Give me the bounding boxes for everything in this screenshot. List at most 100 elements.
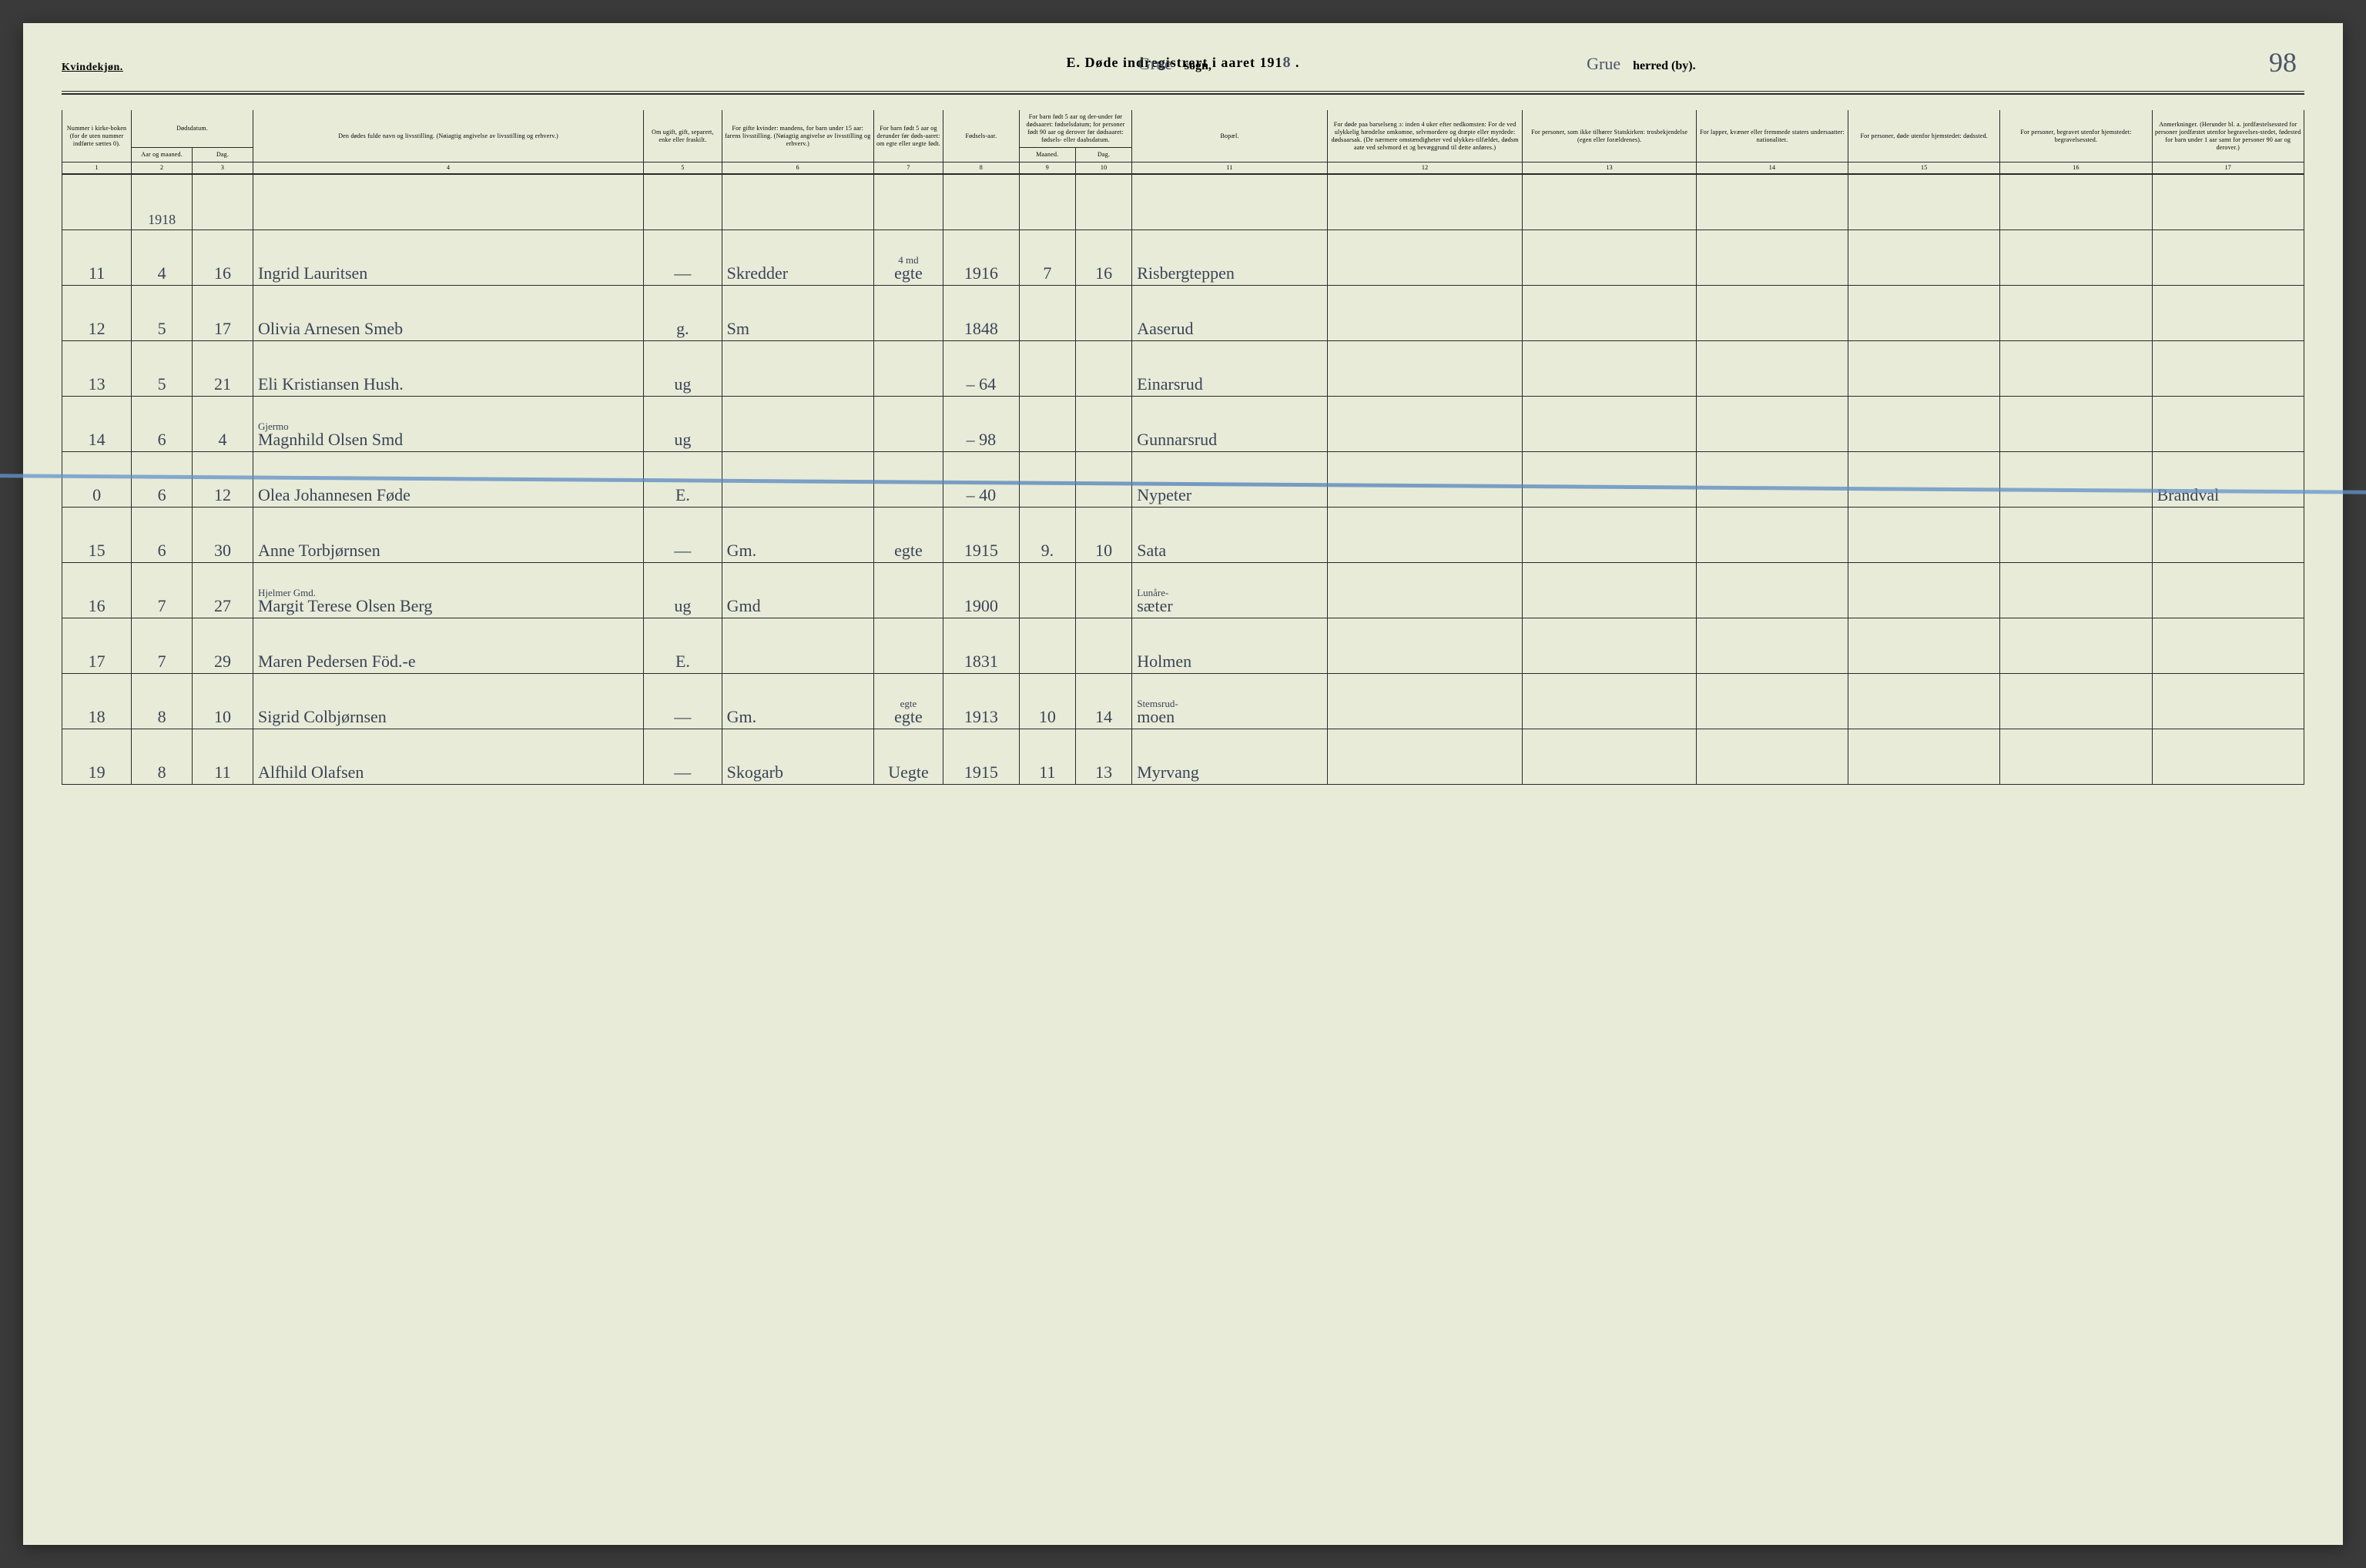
cell: 9.	[1019, 507, 1075, 562]
cell: 7	[1019, 230, 1075, 285]
cell	[1523, 729, 1696, 784]
cell: Sata	[1132, 507, 1328, 562]
cell: 27	[193, 562, 253, 618]
cell	[1075, 174, 1131, 230]
table-row: 16727Hjelmer Gmd.Margit Terese Olsen Ber…	[62, 562, 2304, 618]
cell	[722, 618, 873, 673]
cell: 13	[1075, 729, 1131, 784]
cell: 6	[132, 507, 193, 562]
cell: egte	[873, 507, 943, 562]
table-row: 1464GjermoMagnhild Olsen Smdug– 98Gunnar…	[62, 396, 2304, 451]
cell	[2152, 729, 2304, 784]
cell	[644, 174, 722, 230]
cell: Anne Torbjørnsen	[253, 507, 643, 562]
colnum: 15	[1848, 162, 2000, 175]
cell	[1327, 340, 1523, 396]
cell	[2152, 396, 2304, 451]
cell: Alfhild Olafsen	[253, 729, 643, 784]
cell	[253, 174, 643, 230]
colnum-row: 1 2 3 4 5 6 7 8 9 10 11 12 13 14 15 16 1…	[62, 162, 2304, 175]
page-number: 98	[2269, 46, 2297, 79]
colnum: 6	[722, 162, 873, 175]
cell	[1848, 673, 2000, 729]
cell	[1327, 562, 1523, 618]
cell: 5	[132, 285, 193, 340]
cell: 4 mdegte	[873, 230, 943, 285]
col-6-head: For gifte kvinder: mandens, for barn und…	[722, 110, 873, 162]
cell: Brandval	[2152, 451, 2304, 507]
cell	[1523, 673, 1696, 729]
cell	[1075, 618, 1131, 673]
cell	[1327, 174, 1523, 230]
year-cell: 1918	[132, 174, 193, 230]
cell: 8	[132, 673, 193, 729]
ledger-table: Nummer i kirke-boken (for de uten nummer…	[62, 110, 2304, 785]
table-row: 13521Eli Kristiansen Hush.ug– 64Einarsru…	[62, 340, 2304, 396]
table-body: 1918 11416Ingrid Lauritsen—Skredder4 mde…	[62, 174, 2304, 784]
cell	[62, 174, 132, 230]
col-2-top: Dødsdatum.	[132, 110, 253, 148]
cell	[1696, 230, 1848, 285]
cell	[2000, 451, 2152, 507]
cell: 0	[62, 451, 132, 507]
cell: – 64	[943, 340, 1020, 396]
cell: 7	[132, 562, 193, 618]
col-5-head: Om ugift, gift, separert, enke eller fra…	[644, 110, 722, 162]
cell: 1848	[943, 285, 1020, 340]
cell: —	[644, 673, 722, 729]
cell: 21	[193, 340, 253, 396]
cell: 12	[62, 285, 132, 340]
cell	[1696, 451, 1848, 507]
cell: 16	[1075, 230, 1131, 285]
cell	[873, 562, 943, 618]
cell: 1900	[943, 562, 1020, 618]
col-9-top: For barn født 5 aar og der-under før død…	[1019, 110, 1132, 148]
cell	[1132, 174, 1328, 230]
cell	[1019, 562, 1075, 618]
cell: Sigrid Colbjørnsen	[253, 673, 643, 729]
cell	[722, 340, 873, 396]
cell	[1696, 285, 1848, 340]
cell: 18	[62, 673, 132, 729]
cell: 1915	[943, 729, 1020, 784]
cell: —	[644, 230, 722, 285]
cell: Stemsrud-moen	[1132, 673, 1328, 729]
cell: 13	[62, 340, 132, 396]
cell: 1913	[943, 673, 1020, 729]
cell: Gmd	[722, 562, 873, 618]
cell: 17	[193, 285, 253, 340]
cell	[1327, 507, 1523, 562]
cell: 11	[62, 230, 132, 285]
col-9a-head: Maaned.	[1019, 148, 1075, 162]
col-17-head: Anmerkninger. (Herunder bl. a. jordfæste…	[2152, 110, 2304, 162]
cell: egteegte	[873, 673, 943, 729]
cell: Hjelmer Gmd.Margit Terese Olsen Berg	[253, 562, 643, 618]
cell: 19	[62, 729, 132, 784]
herred-block: Grue herred (by).	[1587, 54, 1695, 74]
cell	[722, 174, 873, 230]
cell: ug	[644, 562, 722, 618]
cell	[1523, 507, 1696, 562]
cell: 1915	[943, 507, 1020, 562]
cell	[1523, 174, 1696, 230]
cell	[1019, 340, 1075, 396]
cell	[2000, 340, 2152, 396]
col-1-head: Nummer i kirke-boken (for de uten nummer…	[62, 110, 132, 162]
col-7-head: For barn født 5 aar og derunder før døds…	[873, 110, 943, 162]
cell	[2000, 729, 2152, 784]
cell	[1523, 451, 1696, 507]
cell	[1075, 562, 1131, 618]
cell: – 98	[943, 396, 1020, 451]
cell: Gm.	[722, 507, 873, 562]
cell	[1848, 618, 2000, 673]
cell: 1916	[943, 230, 1020, 285]
cell: – 40	[943, 451, 1020, 507]
cell	[1848, 230, 2000, 285]
cell	[2000, 285, 2152, 340]
cell: —	[644, 729, 722, 784]
table-head: Nummer i kirke-boken (for de uten nummer…	[62, 110, 2304, 174]
cell	[2000, 562, 2152, 618]
cell: Maren Pedersen Föd.-e	[253, 618, 643, 673]
cell	[1523, 562, 1696, 618]
cell: Sm	[722, 285, 873, 340]
